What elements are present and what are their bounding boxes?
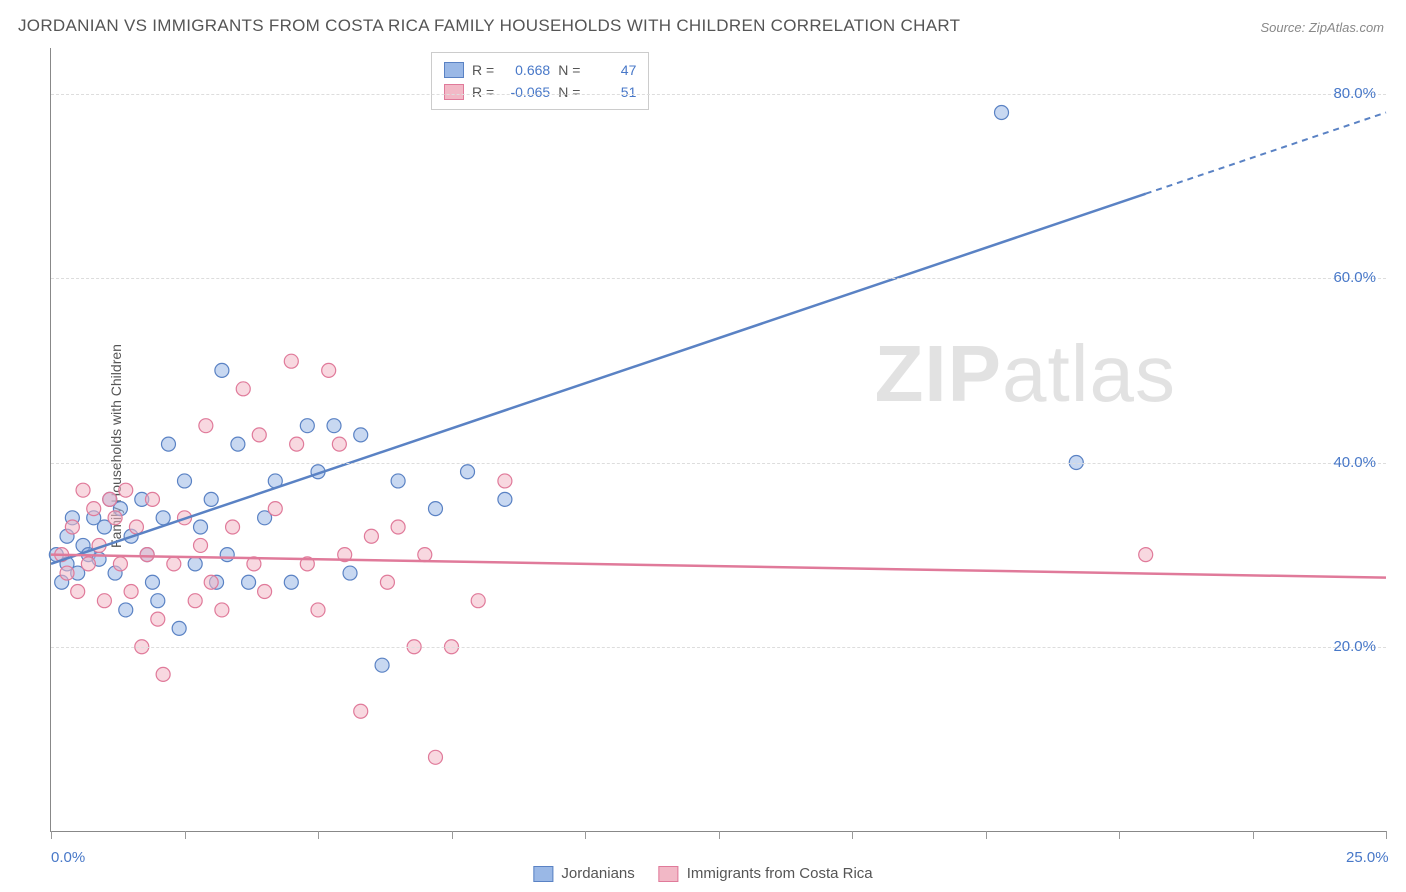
y-tick-label: 20.0% xyxy=(1333,638,1376,655)
legend-label-costarica: Immigrants from Costa Rica xyxy=(687,865,873,882)
swatch-costarica-bottom xyxy=(659,866,679,882)
n-value-jordanians: 47 xyxy=(588,59,636,81)
source-label: Source: ZipAtlas.com xyxy=(1260,20,1384,35)
swatch-jordanians-bottom xyxy=(533,866,553,882)
r-value-costarica: -0.065 xyxy=(502,81,550,103)
x-tick-label: 0.0% xyxy=(51,849,85,866)
n-label: N = xyxy=(558,81,580,103)
series-legend: Jordanians Immigrants from Costa Rica xyxy=(533,865,872,882)
swatch-jordanians xyxy=(444,62,464,78)
legend-item-jordanians: Jordanians xyxy=(533,865,634,882)
r-label: R = xyxy=(472,81,494,103)
legend-row-jordanians: R = 0.668 N = 47 xyxy=(444,59,636,81)
n-label: N = xyxy=(558,59,580,81)
plot-area: ZIPatlas R = 0.668 N = 47 R = -0.065 N =… xyxy=(50,48,1386,832)
legend-row-costarica: R = -0.065 N = 51 xyxy=(444,81,636,103)
n-value-costarica: 51 xyxy=(588,81,636,103)
x-tick-label: 25.0% xyxy=(1346,849,1389,866)
r-label: R = xyxy=(472,59,494,81)
y-tick-label: 80.0% xyxy=(1333,85,1376,102)
chart-svg xyxy=(51,48,1386,831)
legend-label-jordanians: Jordanians xyxy=(561,865,634,882)
legend-item-costarica: Immigrants from Costa Rica xyxy=(659,865,873,882)
y-tick-label: 60.0% xyxy=(1333,269,1376,286)
swatch-costarica xyxy=(444,84,464,100)
chart-title: JORDANIAN VS IMMIGRANTS FROM COSTA RICA … xyxy=(18,16,960,36)
r-value-jordanians: 0.668 xyxy=(502,59,550,81)
correlation-legend: R = 0.668 N = 47 R = -0.065 N = 51 xyxy=(431,52,649,110)
y-tick-label: 40.0% xyxy=(1333,454,1376,471)
